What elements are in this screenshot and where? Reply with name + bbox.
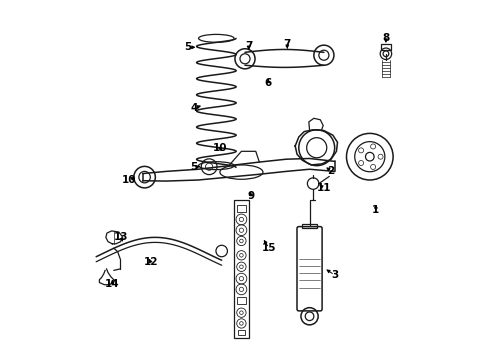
Text: 12: 12 [144, 257, 158, 267]
Text: 4: 4 [191, 103, 198, 113]
Bar [237, 297, 245, 304]
Text: 7: 7 [245, 41, 252, 50]
Text: 9: 9 [247, 191, 254, 201]
Text: 5: 5 [191, 162, 197, 172]
Text: 5: 5 [184, 42, 191, 52]
Text: 10: 10 [122, 175, 137, 185]
Text: 1: 1 [372, 206, 380, 216]
Bar [234, 200, 249, 338]
Text: 8: 8 [382, 33, 390, 43]
Text: 6: 6 [265, 78, 272, 88]
Text: 10: 10 [213, 143, 227, 153]
Text: 15: 15 [262, 243, 276, 253]
Text: 7: 7 [284, 40, 291, 49]
Bar [302, 224, 317, 228]
Text: 11: 11 [317, 183, 331, 193]
Text: 3: 3 [331, 270, 338, 280]
Text: 2: 2 [327, 166, 335, 176]
Bar [237, 205, 245, 212]
Bar [381, 44, 391, 50]
Bar [238, 329, 245, 335]
Text: 14: 14 [105, 279, 120, 289]
Text: 13: 13 [114, 232, 128, 242]
